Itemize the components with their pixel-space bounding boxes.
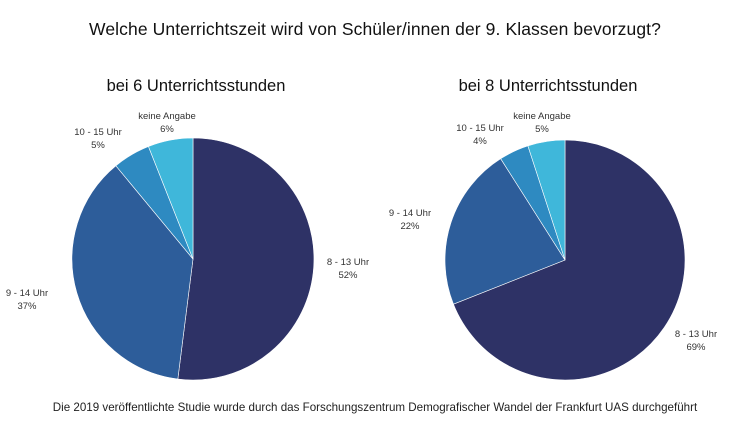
slice-value-9-14-uhr: 22% (400, 221, 420, 232)
slice-label-10-15-uhr: 10 - 15 Uhr (456, 123, 504, 134)
slice-value-keine-angabe: 6% (160, 124, 174, 135)
chart-title-8-stunden: bei 8 Unterrichtsstunden (458, 77, 638, 95)
slice-value-keine-angabe: 5% (535, 124, 549, 135)
slice-9-14-uhr (71, 165, 194, 380)
slice-value-8-13-uhr: 69% (686, 342, 706, 353)
pie-chart-8-stunden: 8 - 13 Uhr 69% 9 - 14 Uhr 22% 10 - 15 Uhr 4% k… (389, 111, 717, 381)
slice-value-8-13-uhr: 52% (338, 270, 358, 281)
slice-value-10-15-uhr: 4% (473, 136, 487, 147)
footer-note: Die 2019 veröffentlichte Studie wurde du… (52, 401, 698, 414)
slice-label-10-15-uhr: 10 - 15 Uhr (74, 127, 122, 138)
chart-title-6-stunden: bei 6 Unterrichtsstunden (106, 77, 286, 95)
slice-8-13-uhr (453, 139, 686, 381)
slice-label-keine-angabe: keine Angabe (138, 111, 196, 122)
slice-label-9-14-uhr: 9 - 14 Uhr (6, 288, 48, 299)
slice-keine-angabe (148, 137, 194, 260)
page-title: Welche Unterrichtszeit wird von Schüler/… (89, 19, 661, 39)
slice-label-9-14-uhr: 9 - 14 Uhr (389, 208, 431, 219)
slice-label-8-13-uhr: 8 - 13 Uhr (675, 329, 717, 340)
slice-value-9-14-uhr: 37% (17, 301, 37, 312)
slice-9-14-uhr (444, 158, 566, 305)
slice-keine-angabe (527, 139, 566, 261)
slice-value-10-15-uhr: 5% (91, 140, 105, 151)
slice-8-13-uhr (177, 137, 315, 381)
slice-label-8-13-uhr: 8 - 13 Uhr (327, 257, 369, 268)
slice-label-keine-angabe: keine Angabe (513, 111, 571, 122)
pie-chart-6-stunden: 8 - 13 Uhr 52% 9 - 14 Uhr 37% 10 - 15 Uhr 5% k… (6, 111, 369, 381)
